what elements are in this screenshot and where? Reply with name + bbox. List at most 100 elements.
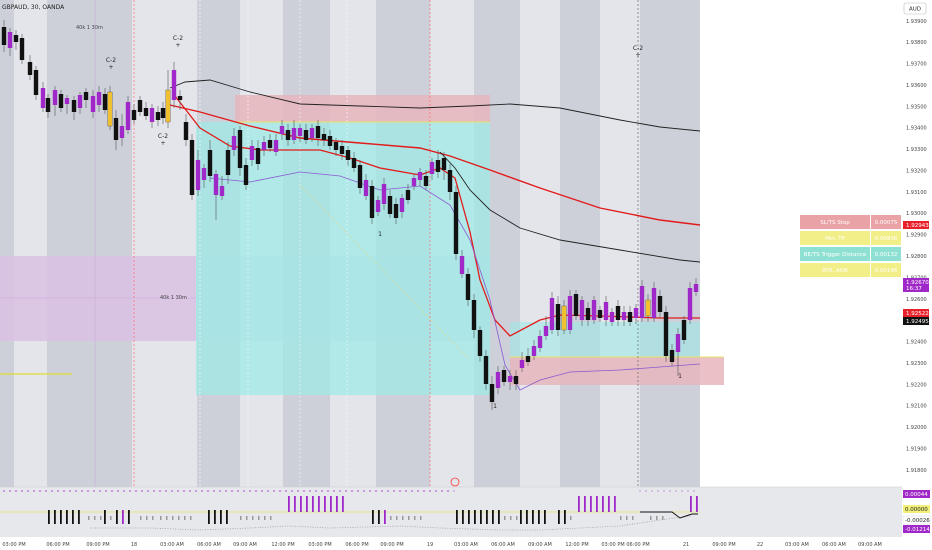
indicator-dot <box>213 490 215 492</box>
candle <box>483 356 489 384</box>
rose-zone-top <box>235 95 490 122</box>
zone-label: 40k 1 30m <box>160 295 187 301</box>
indicator-dot <box>423 490 425 492</box>
indicator-dot <box>63 490 65 492</box>
candle <box>58 94 64 108</box>
indicator-bar <box>306 496 308 512</box>
time-tick-label: 03:00 AM <box>160 542 184 548</box>
currency-button[interactable]: AUD <box>903 2 927 15</box>
time-tick-label: 09:00 PM <box>380 542 403 548</box>
candle <box>573 294 579 316</box>
indicator-dot <box>69 490 71 492</box>
indicator-dot <box>411 490 413 492</box>
candle <box>471 300 477 330</box>
candle <box>549 298 555 330</box>
indicator-bar <box>492 510 494 524</box>
indicator-dot <box>153 490 155 492</box>
indicator-bar <box>462 510 464 524</box>
info-panel: SL/TS Stop 0.00075 Min. TP 0.00936 BE/TS Tri… <box>800 215 901 277</box>
cross-marker: + <box>635 52 640 59</box>
candle <box>219 186 225 196</box>
indicator-tick <box>110 516 112 520</box>
indicator-dot <box>315 490 317 492</box>
small-marker-label: 1 <box>493 403 497 410</box>
candle <box>249 146 255 160</box>
indicator-dot <box>693 490 695 492</box>
candle <box>1 27 7 45</box>
time-axis-ticks: 03:00 PM 06:00 PM 09:00 PM 18 03:00 AM 06:00 … <box>2 542 882 548</box>
indicator-pane[interactable] <box>0 486 902 537</box>
indicator-dot <box>399 490 401 492</box>
price-axis[interactable] <box>902 0 932 550</box>
indicator-dot <box>267 490 269 492</box>
candle <box>90 96 96 112</box>
time-tick-label: 09:00 AM <box>858 542 882 548</box>
candle <box>675 334 681 352</box>
candle <box>119 126 125 138</box>
indicator-bar <box>208 510 210 524</box>
chart-labels: C-2+C-2+C-2+C-2+111 <box>106 35 682 410</box>
indicator-tick <box>270 516 272 520</box>
indicator-dotted-line <box>90 515 691 531</box>
price-tag-label: 16:37 <box>906 286 922 292</box>
indicator-bar <box>324 496 326 512</box>
info-panel-label-cell <box>800 247 870 261</box>
indicator-bar <box>590 496 592 512</box>
price-tag <box>903 286 929 292</box>
indicator-tick <box>160 516 162 520</box>
candle <box>459 256 465 274</box>
indicator-dot <box>9 490 11 492</box>
indicator-bar <box>480 510 482 524</box>
indicator-bar <box>288 496 290 512</box>
session-band <box>560 0 600 537</box>
price-tick-label: 1.93500 <box>906 104 927 110</box>
indicator-dot <box>39 490 41 492</box>
candle <box>297 128 303 136</box>
candle <box>441 158 447 170</box>
time-tick-label: 22 <box>757 542 763 548</box>
candle <box>579 300 585 320</box>
time-tick-label: 03:00 PM <box>308 542 331 548</box>
indicator-bar <box>122 510 124 524</box>
candle <box>495 372 501 388</box>
indicator-bar <box>318 496 320 512</box>
indicator-dot <box>225 490 227 492</box>
candle <box>369 186 375 218</box>
time-tick-label: 06:00 PM <box>46 542 69 548</box>
indicator-bar <box>520 510 522 524</box>
time-tick-label: 12:00 PM <box>271 542 294 548</box>
candle <box>375 200 381 212</box>
indicator-dot <box>669 490 671 492</box>
time-axis[interactable] <box>0 537 902 550</box>
indicator-bar <box>596 496 598 512</box>
candle <box>113 118 119 140</box>
info-panel-value-cell <box>871 247 901 261</box>
indicator-dot <box>681 490 683 492</box>
indicator-dot <box>291 490 293 492</box>
indicator-tag-label: -0.00026 <box>905 518 930 524</box>
indicator-dot <box>201 490 203 492</box>
candle <box>357 165 363 188</box>
time-tick-label: 06:00 PM <box>626 542 649 548</box>
indicator-tag-label: 0.00044 <box>905 492 928 498</box>
indicator-bar <box>532 510 534 524</box>
small-marker-label: 1 <box>378 231 382 238</box>
candle <box>555 304 561 330</box>
indicator-dot <box>441 490 443 492</box>
time-tick-label: 09:00 AM <box>233 542 257 548</box>
indicator-tag-label: -0.01214 <box>905 527 930 533</box>
ma-purple <box>209 171 701 391</box>
candle <box>165 89 171 123</box>
indicator-dot <box>33 490 35 492</box>
indicator-dot <box>303 490 305 492</box>
indicator-dot <box>309 490 311 492</box>
time-tick-label: 21 <box>683 542 689 548</box>
indicator-dot <box>75 490 77 492</box>
indicator-dot <box>417 490 419 492</box>
time-tick-label: 06:00 PM <box>345 542 368 548</box>
indicator-dot <box>285 490 287 492</box>
indicator-bar <box>294 496 296 512</box>
indicator-bar <box>214 510 216 524</box>
